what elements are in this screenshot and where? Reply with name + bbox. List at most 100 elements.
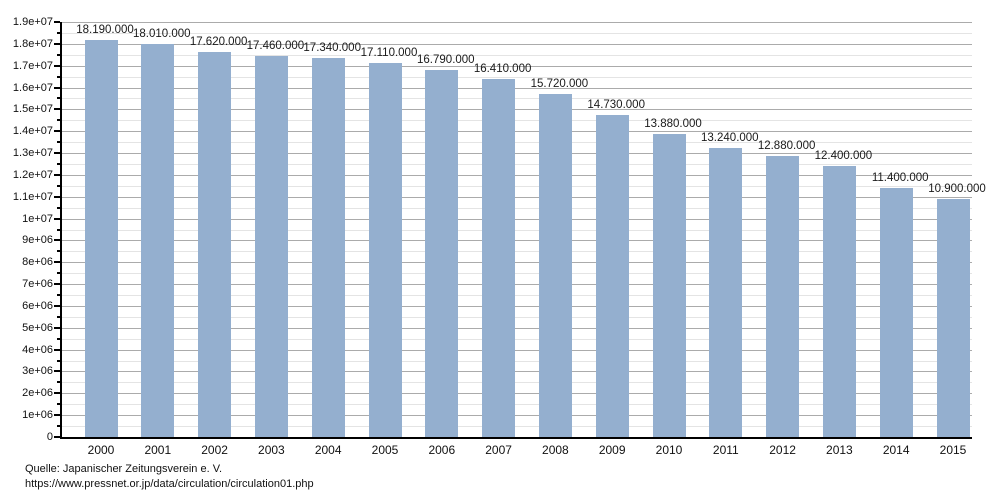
bar-value-label: 14.730.000 — [587, 99, 645, 112]
minor-gridline — [62, 382, 972, 384]
bar-2008 — [538, 93, 572, 437]
major-gridline — [62, 131, 972, 133]
minor-gridline — [62, 207, 972, 209]
y-tick — [57, 381, 60, 384]
y-tick-label: 1.7e+07 — [12, 59, 53, 72]
minor-gridline — [62, 98, 972, 100]
x-tick-label: 2011 — [712, 443, 739, 457]
minor-gridline — [62, 404, 972, 406]
y-tick — [57, 75, 60, 78]
y-tick — [57, 315, 60, 318]
y-tick — [54, 152, 60, 155]
major-gridline — [62, 349, 972, 351]
y-tick — [54, 261, 60, 264]
y-tick-label: 1.8e+07 — [12, 37, 53, 50]
y-tick — [57, 250, 60, 253]
x-tick-label: 2009 — [598, 443, 626, 457]
minor-gridline — [62, 295, 972, 297]
y-tick — [54, 436, 60, 438]
bar-value-label: 17.620.000 — [189, 36, 248, 49]
bar-2013 — [822, 166, 856, 437]
minor-gridline — [62, 251, 972, 253]
x-tick-label: 2001 — [144, 443, 172, 457]
x-axis-line — [60, 437, 972, 439]
minor-gridline — [62, 426, 972, 428]
minor-gridline — [62, 142, 972, 144]
minor-gridline — [62, 163, 972, 165]
y-tick — [57, 403, 60, 406]
bar-value-label: 18.010.000 — [133, 27, 191, 40]
y-tick — [54, 348, 60, 351]
y-tick — [57, 337, 60, 340]
minor-gridline — [62, 185, 972, 187]
bar-value-label: 15.720.000 — [530, 77, 589, 90]
minor-gridline — [62, 32, 972, 34]
y-tick-label: 1.5e+07 — [12, 103, 53, 116]
bar-value-label: 12.880.000 — [757, 139, 816, 152]
bar-2009 — [595, 115, 629, 437]
x-tick-label: 2008 — [542, 443, 569, 457]
y-tick — [54, 392, 60, 395]
minor-gridline — [62, 273, 972, 275]
major-gridline — [62, 153, 972, 155]
x-tick-label: 2004 — [314, 443, 342, 457]
x-tick-label: 2003 — [258, 443, 285, 457]
major-gridline — [62, 174, 972, 176]
y-tick — [54, 21, 60, 23]
y-tick — [54, 86, 60, 89]
y-tick — [57, 97, 60, 100]
bar-2015 — [936, 198, 970, 437]
major-gridline — [62, 240, 972, 242]
y-tick-label: 7e+06 — [22, 278, 53, 291]
bar-value-label: 13.240.000 — [701, 131, 759, 144]
x-tick-label: 2000 — [87, 443, 115, 457]
major-gridline — [62, 109, 972, 111]
minor-gridline — [62, 229, 972, 231]
bar-value-label: 18.190.000 — [76, 23, 134, 36]
y-tick — [57, 162, 60, 165]
major-gridline — [62, 284, 972, 286]
x-tick-label: 2014 — [882, 443, 910, 457]
bar-2003 — [254, 55, 288, 437]
major-gridline — [62, 371, 972, 373]
major-gridline — [62, 43, 972, 45]
bar-value-label: 16.410.000 — [473, 62, 532, 75]
y-tick-label: 5e+06 — [22, 321, 53, 334]
plot-area: 18.190.000 18.010.000 17.620.000 17.460.000… — [62, 22, 986, 437]
bar-2012 — [766, 155, 800, 437]
bar-value-label: 17.340.000 — [303, 42, 361, 55]
bar-2007 — [482, 78, 516, 437]
y-tick-label: 1.3e+07 — [12, 147, 53, 160]
bar-2005 — [368, 63, 402, 437]
major-gridline — [62, 393, 972, 395]
y-tick — [57, 141, 60, 144]
major-gridline — [62, 262, 972, 264]
y-tick-label: 2e+06 — [22, 387, 53, 400]
major-gridline — [62, 327, 972, 329]
bar-value-label: 12.400.000 — [814, 150, 873, 163]
minor-gridline — [62, 338, 972, 340]
x-tick-label: 2005 — [371, 443, 399, 457]
y-tick — [54, 195, 60, 198]
major-gridline — [62, 87, 972, 89]
source-line-1: Quelle: Japanischer Zeitungsverein e. V. — [25, 463, 223, 475]
major-gridline — [62, 415, 972, 417]
bar-2011 — [709, 147, 743, 437]
bar-2000 — [84, 39, 118, 437]
y-tick — [54, 173, 60, 176]
y-tick-label: 1.6e+07 — [12, 81, 53, 94]
y-tick — [54, 64, 60, 67]
y-tick — [57, 119, 60, 122]
x-tick-label: 2012 — [769, 443, 796, 457]
y-tick — [57, 294, 60, 297]
bar-value-label: 13.880.000 — [644, 117, 702, 130]
x-tick-label: 2006 — [428, 443, 456, 457]
bar-value-label: 17.460.000 — [246, 39, 305, 52]
bar-value-label: 16.790.000 — [417, 54, 475, 67]
y-tick — [57, 272, 60, 275]
bar-2001 — [141, 43, 175, 437]
x-tick-label: 2015 — [939, 443, 967, 457]
y-tick — [54, 108, 60, 111]
y-tick-label: 8e+06 — [22, 256, 53, 269]
